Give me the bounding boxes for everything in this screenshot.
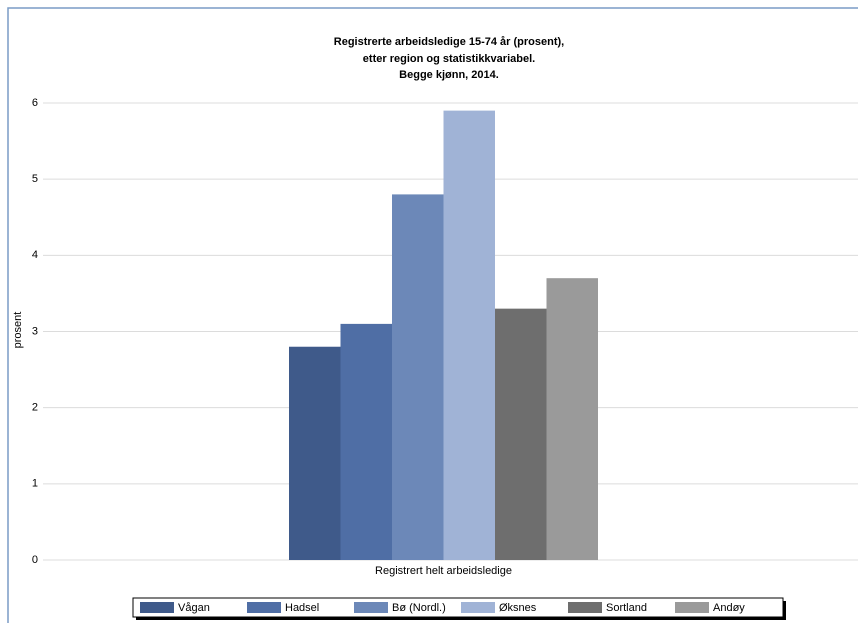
- legend-swatch: [354, 602, 388, 613]
- chart-title: Begge kjønn, 2014.: [399, 69, 499, 81]
- legend-swatch: [140, 602, 174, 613]
- legend-swatch: [568, 602, 602, 613]
- legend-swatch: [247, 602, 281, 613]
- y-axis-label: prosent: [12, 312, 24, 349]
- bar: [340, 323, 392, 560]
- y-tick-label: 3: [32, 325, 38, 337]
- legend-label: Vågan: [178, 602, 210, 614]
- legend-label: Hadsel: [285, 602, 319, 614]
- chart-title: etter region og statistikkvariabel.: [363, 53, 535, 65]
- bar: [443, 110, 495, 560]
- x-tick-label: Registrert helt arbeidsledige: [375, 565, 512, 577]
- legend-label: Sortland: [606, 602, 647, 614]
- y-tick-label: 4: [32, 249, 38, 261]
- y-tick-label: 6: [32, 97, 38, 109]
- y-tick-label: 5: [32, 173, 38, 185]
- legend-label: Øksnes: [499, 602, 537, 614]
- legend-swatch: [675, 602, 709, 613]
- chart-title: Registrerte arbeidsledige 15-74 år (pros…: [334, 36, 564, 48]
- bar: [495, 308, 547, 560]
- legend-label: Andøy: [713, 602, 745, 614]
- y-tick-label: 2: [32, 402, 38, 414]
- bar: [289, 346, 341, 560]
- legend-box: [132, 597, 784, 618]
- legend-label: Bø (Nordl.): [392, 602, 446, 614]
- bar: [392, 194, 444, 560]
- bar: [546, 278, 598, 560]
- frame: [7, 7, 858, 623]
- y-tick-label: 1: [32, 478, 38, 490]
- legend-swatch: [461, 602, 495, 613]
- y-tick-label: 0: [32, 554, 38, 566]
